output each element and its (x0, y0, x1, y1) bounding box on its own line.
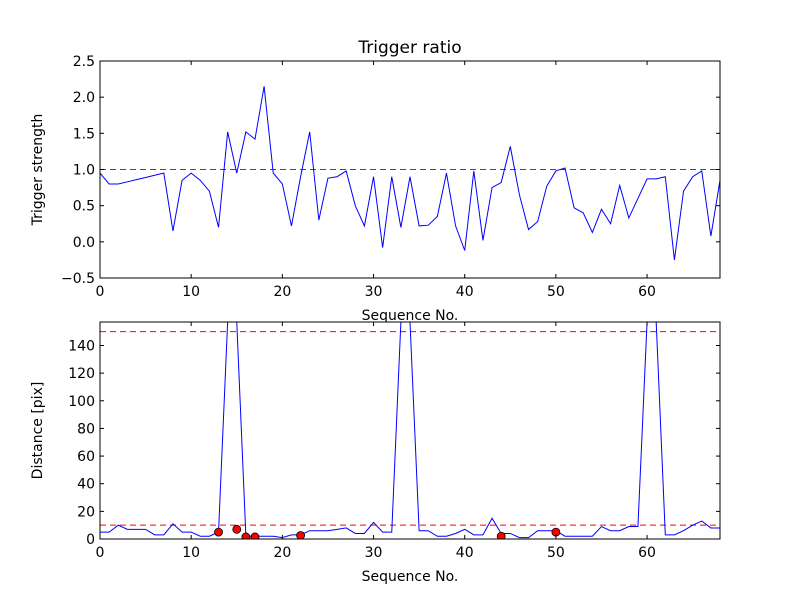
x-tick-label-4: 40 (456, 284, 474, 300)
y-axis-label: Distance [pix] (30, 382, 46, 480)
y-axis-label: Trigger strength (30, 114, 46, 227)
highlight-point-4 (296, 531, 305, 539)
x-tick-label-0: 0 (96, 545, 105, 561)
x-tick-label-5: 50 (547, 545, 565, 561)
y-tick-label-3: 60 (77, 449, 95, 465)
plot-area (100, 322, 720, 539)
highlight-point-3 (250, 532, 260, 539)
y-tick-label-2: 40 (77, 477, 95, 493)
y-tick-label-3: 1.0 (73, 163, 95, 179)
y-tick-label-4: 80 (77, 421, 95, 437)
x-tick-label-3: 30 (365, 545, 383, 561)
x-axis-label: Sequence No. (362, 569, 459, 585)
trigger-ratio-plot: 0 10 20 30 40 50 60 −0.5 0.0 0.5 1.0 1.5 2.0 2.5 Seque… (30, 38, 721, 324)
x-tick-label-3: 30 (365, 284, 383, 300)
y-tick-label-2: 0.5 (73, 199, 95, 215)
y-tick-label-0: 0 (86, 532, 95, 548)
highlight-point-6 (551, 527, 561, 537)
x-tick-label-2: 20 (273, 284, 291, 300)
highlight-point-1 (232, 524, 242, 534)
x-tick-label-6: 60 (638, 284, 656, 300)
y-tick-label-4: 1.5 (73, 126, 95, 142)
x-tick-label-5: 50 (547, 284, 565, 300)
y-tick-label-0: −0.5 (61, 271, 95, 287)
y-tick-label-7: 140 (68, 338, 95, 354)
data-layer (100, 322, 720, 539)
y-tick-label-5: 2.0 (73, 90, 95, 106)
highlight-point-5 (496, 531, 506, 539)
axes-frame (99, 321, 721, 540)
data-layer (100, 86, 720, 260)
x-tick-label-0: 0 (96, 284, 105, 300)
highlight-point-2 (241, 532, 251, 539)
y-tick-label-6: 120 (68, 366, 95, 382)
x-tick-label-2: 20 (273, 545, 291, 561)
y-tick-label-6: 2.5 (73, 54, 95, 70)
x-tick-label-4: 40 (456, 545, 474, 561)
y-tick-label-1: 0.0 (73, 235, 95, 251)
y-tick-label-1: 20 (77, 504, 95, 520)
y-tick-label-5: 100 (68, 394, 95, 410)
x-axis-label: Sequence No. (362, 308, 459, 324)
x-tick-label-1: 10 (182, 545, 200, 561)
x-tick-label-6: 60 (638, 545, 656, 561)
series-line (100, 322, 720, 539)
distance-plot: 0 10 20 30 40 50 60 0 20 40 60 80 100 120 140 Sequence … (30, 321, 721, 585)
x-tick-label-1: 10 (182, 284, 200, 300)
series-line (100, 86, 720, 260)
highlight-point-0 (214, 527, 223, 537)
chart-title: Trigger ratio (357, 38, 461, 58)
